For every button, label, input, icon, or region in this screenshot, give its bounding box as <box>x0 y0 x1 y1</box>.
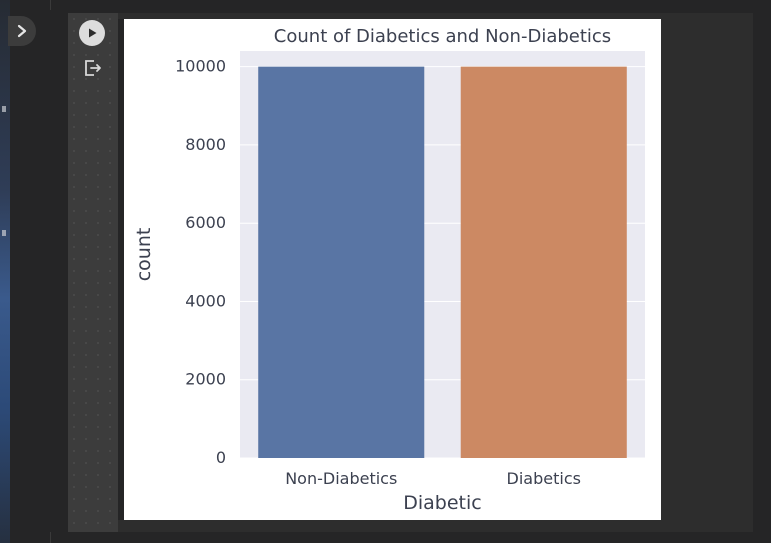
x-tick-labels: Non-Diabetics Diabetics <box>285 469 581 488</box>
cell-output: 0 2000 4000 6000 8000 10000 Non-Diabetics Diab… <box>124 19 661 520</box>
x-tick-label: Diabetics <box>507 469 581 488</box>
divider <box>50 0 51 10</box>
cell-frame <box>118 13 753 19</box>
bars <box>258 66 627 459</box>
bar-non-diabetics <box>258 66 425 459</box>
y-tick-label: 10000 <box>175 57 226 76</box>
side-panel-edge <box>0 0 10 543</box>
panel-edge-glyph <box>2 230 6 236</box>
y-tick-label: 6000 <box>185 213 226 232</box>
y-tick-labels: 0 2000 4000 6000 8000 10000 <box>175 57 226 467</box>
chart-title: Count of Diabetics and Non-Diabetics <box>274 26 611 47</box>
play-icon <box>89 28 97 38</box>
y-tick-label: 0 <box>216 448 226 467</box>
y-tick-label: 4000 <box>185 291 226 310</box>
run-cell-button[interactable] <box>79 20 105 46</box>
y-axis-label: count <box>133 228 155 282</box>
chevron-right-icon <box>17 24 27 38</box>
panel-edge-glyph <box>2 106 6 112</box>
expand-sidebar-button[interactable] <box>8 16 36 46</box>
divider <box>50 532 51 543</box>
y-tick-label: 2000 <box>185 370 226 389</box>
bar-chart: 0 2000 4000 6000 8000 10000 Non-Diabetics Diab… <box>133 26 645 514</box>
cell-frame <box>118 520 661 532</box>
output-redirect-icon[interactable] <box>82 58 104 78</box>
y-tick-label: 8000 <box>185 135 226 154</box>
bar-diabetics <box>460 66 627 459</box>
cell-gutter <box>68 13 118 532</box>
x-tick-label: Non-Diabetics <box>285 469 397 488</box>
cell-frame <box>661 13 753 532</box>
x-axis-label: Diabetic <box>403 492 481 514</box>
